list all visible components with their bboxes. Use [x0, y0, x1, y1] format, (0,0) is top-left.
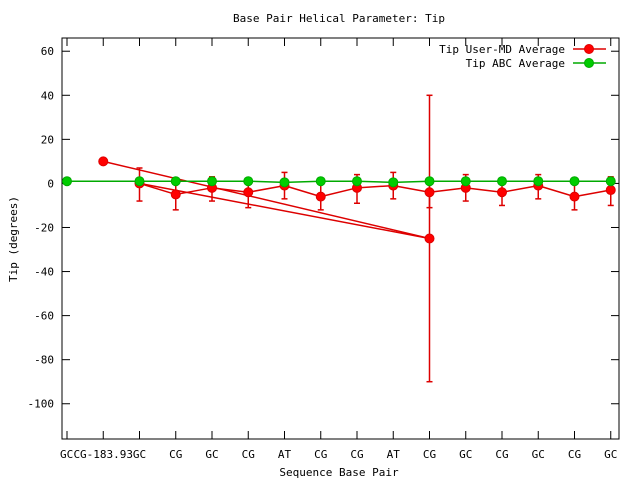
data-point	[497, 187, 507, 198]
x-tick-label: CG	[568, 448, 581, 461]
x-tick-label: CG	[314, 448, 327, 461]
x-axis: GC CG-183.93 GC CG GC CG AT CG CG AT CG GC CG GC CG GC	[60, 38, 617, 461]
data-point	[62, 176, 72, 187]
x-tick-label: AT	[278, 448, 292, 461]
x-tick-label: CG	[242, 448, 255, 461]
data-point	[98, 156, 109, 167]
x-tick-label: GC	[133, 448, 146, 461]
data-point	[243, 187, 254, 198]
series-line	[103, 160, 430, 240]
data-point	[207, 176, 217, 187]
y-tick-label: -80	[34, 354, 54, 367]
x-tick-label: GC	[459, 448, 472, 461]
series-line	[211, 187, 249, 193]
series-line	[356, 180, 394, 184]
data-point	[424, 233, 435, 244]
x-tick-label: CG	[169, 448, 182, 461]
x-tick-label: CG	[423, 448, 436, 461]
x-tick-label: CG	[495, 448, 508, 461]
y-axis-label: Tip (degrees)	[7, 196, 20, 282]
series-line	[248, 184, 285, 193]
series-line	[393, 180, 430, 184]
plot-frame	[61, 37, 620, 440]
series-line	[465, 187, 503, 193]
legend-marker	[584, 58, 594, 68]
y-axis: 60 40 20 0 -20 -40 -60 -80 -100	[28, 45, 619, 411]
data-point	[315, 176, 326, 187]
y-tick-label: -40	[34, 266, 54, 279]
series-line	[139, 182, 176, 196]
data-point	[605, 185, 616, 196]
series-line	[320, 187, 358, 198]
series-line	[538, 184, 575, 198]
y-tick-label: 20	[41, 133, 54, 146]
series-line	[429, 187, 466, 193]
series-line	[574, 189, 611, 198]
data-point	[352, 176, 362, 187]
x-tick-label: GC	[604, 448, 617, 461]
data-point	[569, 191, 580, 202]
chart-title: Base Pair Helical Parameter: Tip	[233, 12, 445, 25]
y-tick-label: 60	[41, 45, 54, 58]
x-tick-label: GC	[532, 448, 545, 461]
data-point	[388, 177, 399, 188]
series-line	[284, 184, 321, 198]
legend-label: Tip User-MD Average	[439, 43, 565, 56]
series-line	[175, 187, 213, 196]
data-point	[424, 187, 435, 198]
series-user-md	[98, 94, 616, 383]
series-line	[284, 180, 321, 184]
data-point	[605, 176, 616, 187]
data-point	[460, 176, 471, 187]
series-line	[356, 184, 394, 189]
legend-label: Tip ABC Average	[466, 57, 565, 70]
data-point	[134, 176, 145, 187]
data-point	[497, 176, 507, 187]
data-point	[243, 176, 254, 187]
series-line	[248, 180, 285, 184]
data-point	[170, 176, 181, 187]
y-tick-label: -60	[34, 310, 54, 323]
data-point	[279, 177, 290, 188]
data-point	[533, 176, 544, 187]
x-tick-label: CG	[350, 448, 363, 461]
y-tick-label: 0	[47, 177, 54, 190]
data-point	[424, 176, 435, 187]
x-axis-label: Sequence Base Pair	[279, 466, 399, 479]
x-tick-label: CG-183.93	[73, 448, 133, 461]
series-line	[393, 184, 430, 193]
series-line	[501, 184, 539, 193]
x-tick-label: GC	[205, 448, 218, 461]
data-point	[170, 189, 181, 200]
y-tick-label: -20	[34, 221, 54, 234]
data-point	[315, 191, 326, 202]
y-tick-label: 40	[41, 89, 54, 102]
x-tick-label: GC	[60, 448, 73, 461]
y-tick-label: -100	[28, 398, 55, 411]
x-tick-label: AT	[387, 448, 401, 461]
series-abc	[62, 176, 616, 188]
legend-marker	[584, 44, 594, 54]
data-point	[569, 176, 580, 187]
series-layer	[62, 94, 616, 383]
